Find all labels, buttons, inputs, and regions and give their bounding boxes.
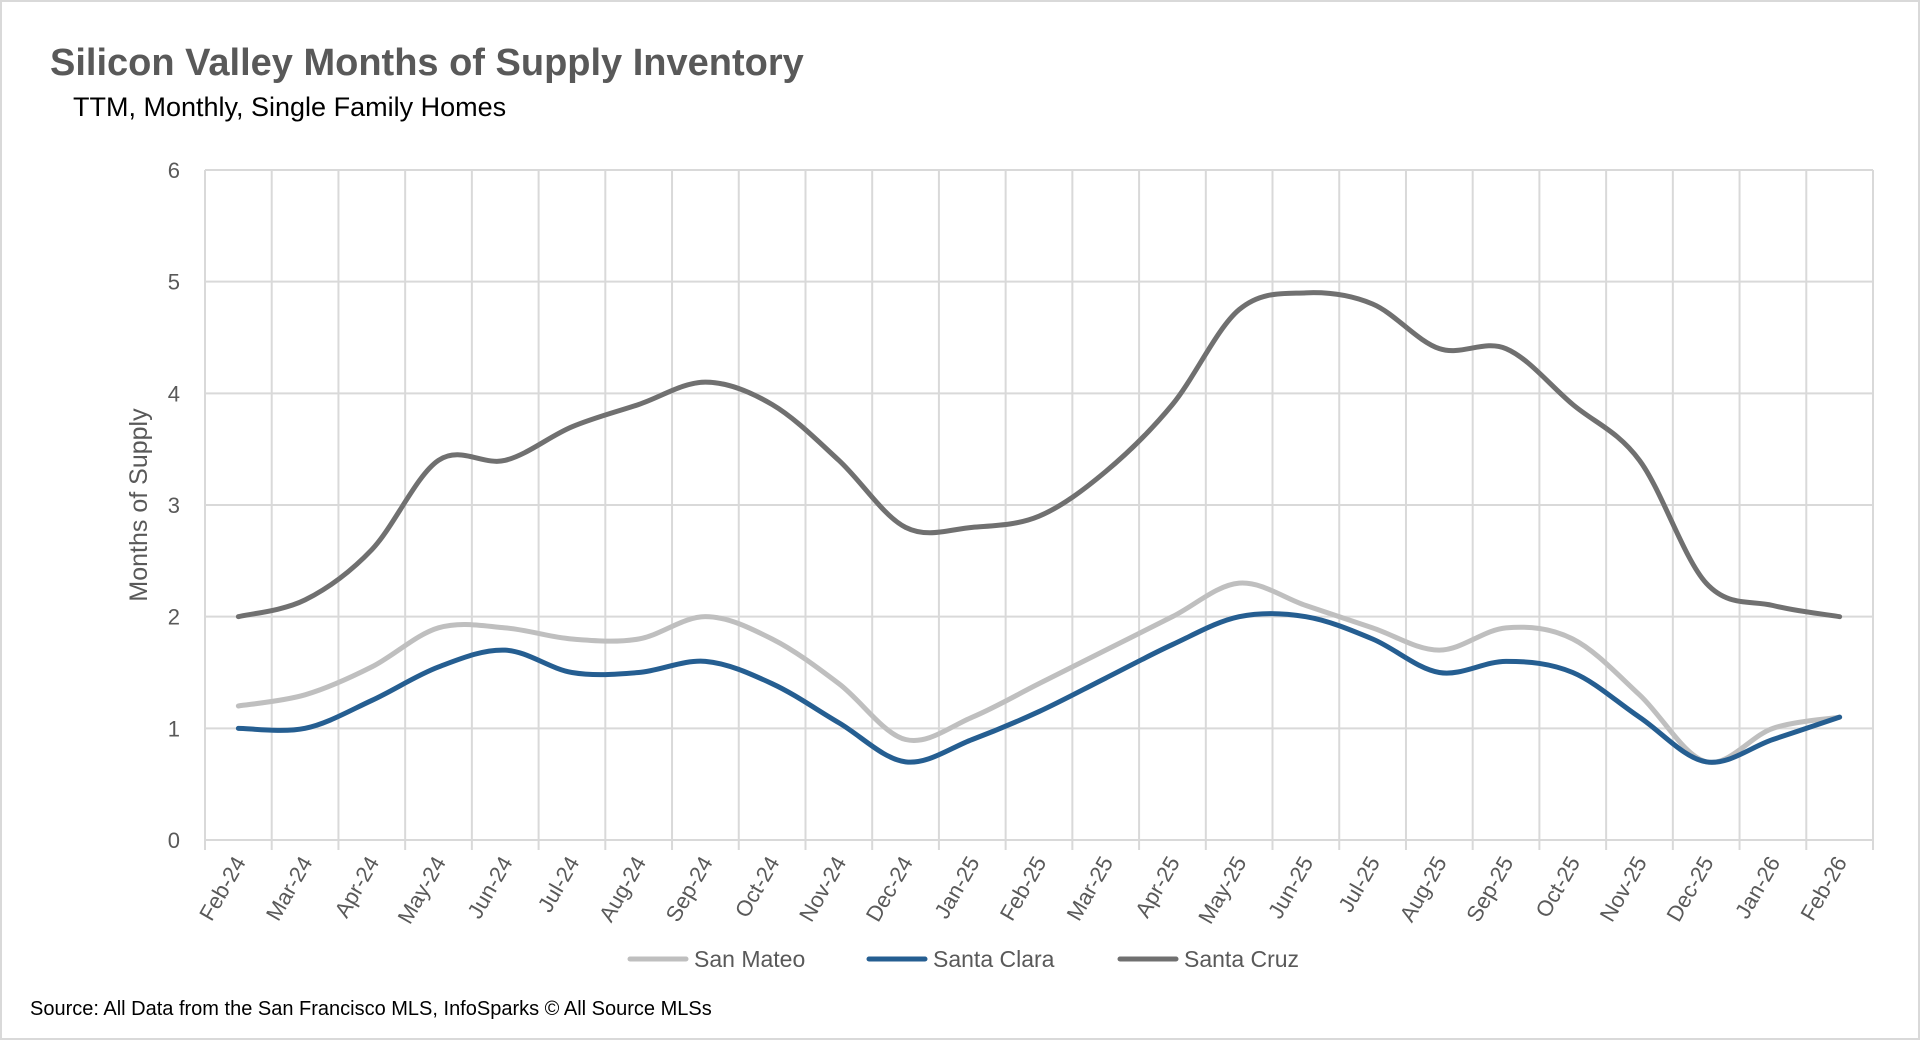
- chart-subtitle: TTM, Monthly, Single Family Homes: [73, 92, 506, 122]
- legend-item: Santa Cruz: [1117, 946, 1299, 972]
- legend-label: Santa Cruz: [1184, 946, 1299, 972]
- series-line-santa-clara: [235, 611, 1843, 765]
- legend-label: Santa Clara: [933, 946, 1055, 972]
- legend-label: San Mateo: [694, 946, 805, 972]
- y-tick-label: 0: [168, 828, 180, 853]
- legend-item: San Mateo: [627, 946, 805, 972]
- series-line-san-mateo: [235, 580, 1843, 765]
- y-axis-label: Months of Supply: [125, 408, 153, 602]
- legend: San Mateo Santa Clara Santa Cruz: [627, 946, 1299, 972]
- series-line-santa-cruz: [235, 290, 1843, 620]
- y-tick-label: 3: [168, 493, 180, 518]
- y-tick-label: 1: [168, 716, 180, 741]
- chart-title: Silicon Valley Months of Supply Inventor…: [50, 42, 804, 84]
- gridlines: [204, 169, 1874, 850]
- series-lines: [235, 290, 1843, 765]
- source-note: Source: All Data from the San Francisco …: [30, 998, 712, 1020]
- y-axis-ticks: 0 1 2 3 4 5 6: [168, 158, 180, 853]
- y-tick-label: 2: [168, 605, 180, 630]
- y-tick-label: 6: [168, 158, 180, 183]
- y-tick-label: 5: [168, 270, 180, 295]
- legend-item: Santa Clara: [866, 946, 1055, 972]
- y-tick-label: 4: [168, 381, 180, 406]
